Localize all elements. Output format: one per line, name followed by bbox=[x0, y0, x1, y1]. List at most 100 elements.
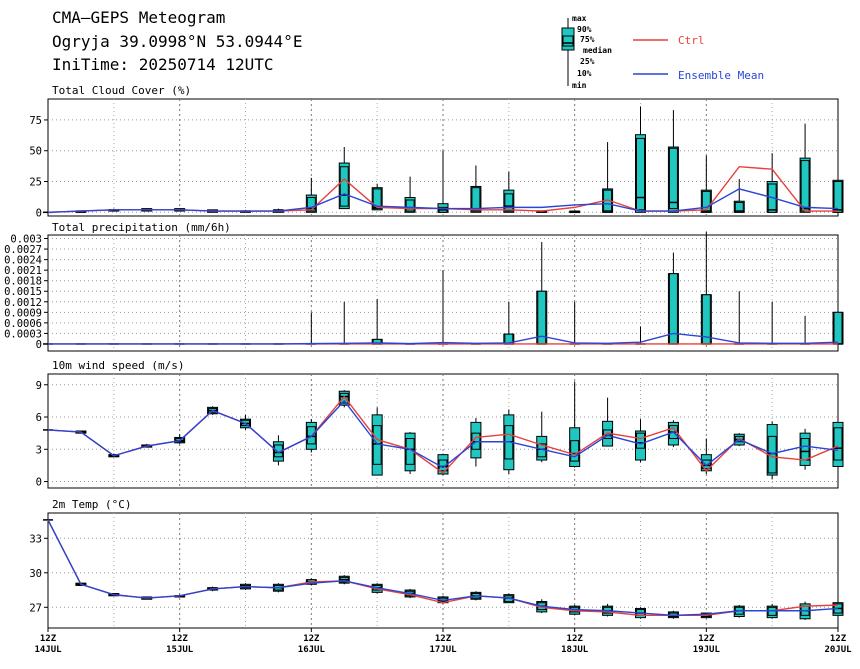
panel-title: 10m wind speed (m/s) bbox=[52, 359, 184, 372]
mean-series-line bbox=[47, 399, 839, 469]
box-inner bbox=[405, 199, 415, 212]
box-item bbox=[438, 270, 448, 345]
y-tick-label: 0 bbox=[36, 477, 42, 489]
y-tick-label: 0.0003 bbox=[4, 328, 42, 340]
legend-max: max bbox=[572, 14, 587, 23]
box-item bbox=[174, 434, 186, 444]
box-inner bbox=[800, 160, 810, 212]
y-tick-label: 0.003 bbox=[10, 234, 42, 246]
box-item bbox=[667, 252, 679, 345]
y-tick-label: 0.0006 bbox=[4, 318, 42, 330]
box-inner bbox=[800, 438, 810, 461]
legend-median: median bbox=[583, 45, 612, 55]
box-item bbox=[667, 110, 679, 213]
legend-p75: 75% bbox=[580, 35, 595, 44]
mean-series-line bbox=[48, 332, 839, 345]
box-item bbox=[832, 421, 844, 469]
box-item bbox=[338, 390, 350, 408]
box-item bbox=[569, 381, 581, 468]
box-item bbox=[700, 438, 712, 475]
legend-box-inner bbox=[562, 35, 574, 47]
panel-title: Total precipitation (mm/6h) bbox=[52, 221, 231, 234]
y-tick-label: 0.0018 bbox=[4, 276, 42, 288]
panel-2: Total precipitation (mm/6h)0.00030.00060… bbox=[4, 221, 844, 352]
box-inner bbox=[734, 201, 744, 213]
box-legend: max 90% 75% median 25% 10% min bbox=[561, 14, 612, 90]
legend-p90: 90% bbox=[577, 25, 592, 34]
box-item bbox=[799, 123, 811, 213]
box-item bbox=[766, 153, 778, 213]
box-inner bbox=[372, 188, 382, 210]
y-tick-label: 9 bbox=[36, 380, 42, 392]
y-tick-label: 50 bbox=[29, 146, 42, 158]
box-item bbox=[503, 301, 515, 345]
x-tick-day: 17JUL bbox=[429, 645, 457, 655]
box-item bbox=[800, 315, 811, 345]
box-item bbox=[602, 397, 614, 447]
box-item bbox=[635, 419, 646, 463]
box-inner bbox=[339, 392, 349, 404]
box-item bbox=[569, 301, 580, 345]
panels: Total Cloud Cover (%) 0 25 50 75 Total precip… bbox=[4, 84, 852, 655]
y-tick-label: 0.0012 bbox=[4, 297, 42, 309]
y-tick-label: 25 bbox=[29, 177, 42, 189]
box-item bbox=[569, 210, 581, 214]
box-item bbox=[306, 312, 317, 345]
figure-title: CMA—GEPS Meteogram bbox=[52, 8, 225, 27]
box-inner bbox=[701, 459, 711, 470]
box-inner bbox=[471, 187, 481, 212]
box-item bbox=[272, 435, 284, 466]
box-item bbox=[700, 231, 712, 345]
panel-4: 2m Temp (°C) 27 30 33 bbox=[29, 498, 844, 629]
x-tick-day: 14JUL bbox=[34, 645, 62, 655]
box-item bbox=[799, 428, 811, 470]
x-tick-day: 19JUL bbox=[693, 645, 721, 655]
box-inner bbox=[339, 166, 349, 207]
box-inner bbox=[833, 427, 843, 461]
legend-p10: 10% bbox=[577, 69, 592, 78]
box-inner bbox=[636, 432, 645, 449]
box-inner bbox=[306, 197, 316, 212]
x-tick-day: 20JUL bbox=[824, 645, 852, 655]
mean-series-line bbox=[47, 519, 839, 617]
y-tick-label: 27 bbox=[29, 602, 42, 614]
panel-3: 10m wind speed (m/s) 0 3 6 9 bbox=[36, 359, 844, 489]
box-item bbox=[437, 150, 449, 213]
box-item bbox=[305, 177, 317, 213]
box-item bbox=[536, 411, 548, 463]
y-tick-label: 33 bbox=[29, 533, 42, 545]
y-tick-label: 30 bbox=[29, 568, 42, 580]
x-tick-day: 18JUL bbox=[561, 645, 589, 655]
box-inner bbox=[833, 181, 843, 213]
box-item bbox=[371, 298, 383, 345]
x-tick-hour: 12Z bbox=[172, 634, 189, 644]
panel-frame bbox=[47, 512, 839, 629]
init-time-label: IniTime: 20250714 12UTC bbox=[52, 55, 274, 74]
box-item bbox=[734, 291, 745, 345]
y-tick-label: 3 bbox=[36, 444, 42, 456]
box-inner bbox=[668, 147, 678, 210]
panel-title: Total Cloud Cover (%) bbox=[52, 84, 191, 97]
box-inner bbox=[833, 311, 843, 345]
box-item bbox=[766, 421, 778, 480]
y-tick-label: 0.0009 bbox=[4, 307, 42, 319]
y-tick-label: 0.0021 bbox=[4, 265, 42, 277]
y-tick-label: 0.0027 bbox=[4, 244, 42, 256]
y-tick-label: 0 bbox=[36, 339, 42, 351]
box-item bbox=[404, 432, 416, 475]
box-item bbox=[536, 242, 548, 345]
x-tick-hour: 12Z bbox=[40, 634, 57, 644]
box-item bbox=[733, 179, 745, 213]
panel-1: Total Cloud Cover (%) 0 25 50 75 bbox=[29, 84, 844, 219]
box-item bbox=[338, 147, 350, 210]
x-tick-day: 15JUL bbox=[166, 645, 194, 655]
legend-min: min bbox=[572, 80, 587, 90]
x-tick-hour: 12Z bbox=[435, 634, 452, 644]
x-tick-hour: 12Z bbox=[830, 634, 847, 644]
x-tick-hour: 12Z bbox=[698, 634, 715, 644]
location-label: Ogryja 39.0998°N 53.0944°E bbox=[52, 32, 302, 51]
box-inner bbox=[701, 190, 711, 213]
y-tick-label: 0.0024 bbox=[4, 255, 42, 267]
